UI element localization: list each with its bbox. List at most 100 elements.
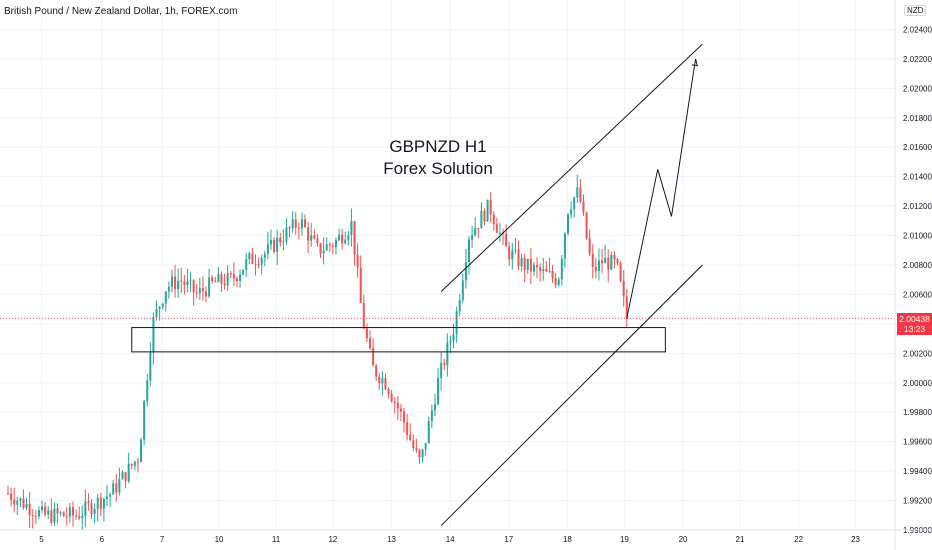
candle-body <box>409 434 412 440</box>
candle-body <box>245 258 248 270</box>
candle-body <box>523 257 526 270</box>
candle-body <box>75 515 78 517</box>
candle-body <box>211 277 214 281</box>
candle-body <box>424 443 427 450</box>
candle-body <box>347 234 350 240</box>
y-tick-label: 2.00200 <box>903 349 932 358</box>
candle-body <box>567 214 570 234</box>
candle-body <box>604 257 607 264</box>
candle-body <box>372 348 375 366</box>
candle-body <box>443 362 446 366</box>
candle-body <box>520 257 523 267</box>
candle-body <box>102 498 105 509</box>
candle-body <box>112 483 115 495</box>
candle-body <box>217 273 220 283</box>
candle-body <box>458 300 461 312</box>
candle-body <box>375 365 378 377</box>
candle-body <box>517 249 520 267</box>
candle-body <box>7 493 9 495</box>
y-tick-label: 1.99200 <box>903 497 932 506</box>
candle-body <box>248 253 251 259</box>
candle-body <box>483 210 486 222</box>
candle-body <box>579 187 582 202</box>
annotation-title: GBPNZD H1 <box>389 137 486 156</box>
candle-body <box>242 269 245 275</box>
candle-body <box>50 510 53 523</box>
x-tick-label: 19 <box>620 535 629 544</box>
y-tick-label: 2.02200 <box>903 55 932 64</box>
x-tick-label: 7 <box>160 535 165 544</box>
candle-body <box>223 283 226 286</box>
candle-body <box>214 280 217 283</box>
candle-body <box>68 507 71 517</box>
candle-body <box>625 296 628 319</box>
candle-body <box>291 219 294 229</box>
candle-body <box>588 238 591 254</box>
candle-body <box>304 219 307 228</box>
candle-body <box>106 496 109 499</box>
candle-body <box>452 334 455 341</box>
candle-body <box>285 227 288 242</box>
candle-body <box>585 212 588 239</box>
currency-label[interactable]: NZD <box>904 5 927 16</box>
candle-body <box>186 281 189 286</box>
x-tick-label: 18 <box>563 535 572 544</box>
candle-body <box>195 292 198 294</box>
candle-body <box>511 250 514 260</box>
candle-body <box>140 439 143 463</box>
candle-body <box>65 516 68 518</box>
annotation-subtitle: Forex Solution <box>383 159 493 178</box>
candle-body <box>297 227 300 229</box>
candle-body <box>396 402 399 409</box>
candle-body <box>53 508 56 523</box>
y-tick-label: 1.99600 <box>903 438 932 447</box>
candle-body <box>613 254 616 260</box>
candle-body <box>273 240 276 253</box>
candle-body <box>486 199 489 222</box>
candle-body <box>536 264 539 268</box>
candle-body <box>322 250 325 254</box>
candle-body <box>532 264 535 272</box>
candle-body <box>384 378 387 390</box>
candle-body <box>551 270 554 278</box>
candle-body <box>288 227 291 229</box>
candle-body <box>539 267 542 271</box>
symbol-header: British Pound / New Zealand Dollar, 1h, … <box>4 6 238 17</box>
projection-arrowhead <box>691 58 698 67</box>
candle-body <box>167 286 170 292</box>
candle-body <box>99 497 102 509</box>
support-zone-box <box>131 327 666 353</box>
candle-body <box>338 235 341 241</box>
candle-body <box>143 401 146 440</box>
candle-body <box>198 288 201 294</box>
candle-body <box>440 362 443 379</box>
candle-body <box>393 401 396 403</box>
candle-body <box>146 380 149 402</box>
candle-body <box>189 280 192 282</box>
y-tick-label: 2.00000 <box>903 379 932 388</box>
y-tick-label: 2.01000 <box>903 232 932 241</box>
y-tick-label: 2.02000 <box>903 84 932 93</box>
candle-body <box>71 507 74 516</box>
candle-body <box>576 187 579 198</box>
y-tick-label: 2.00800 <box>903 261 932 270</box>
candle-body <box>62 512 65 517</box>
candle-body <box>10 493 13 500</box>
candle-body <box>229 273 232 275</box>
y-tick-label: 2.01200 <box>903 202 932 211</box>
candle-body <box>353 221 356 255</box>
candle-body <box>619 262 622 282</box>
candle-body <box>226 273 229 286</box>
candle-body <box>365 328 368 339</box>
candle-body <box>183 281 186 286</box>
drawing-overlays <box>0 43 895 526</box>
candle-body <box>573 197 576 210</box>
candle-body <box>263 253 266 258</box>
candle-body <box>427 420 430 444</box>
candle-body <box>341 235 344 244</box>
candle-body <box>356 254 359 268</box>
candle-body <box>418 449 421 458</box>
candle-body <box>44 506 47 515</box>
